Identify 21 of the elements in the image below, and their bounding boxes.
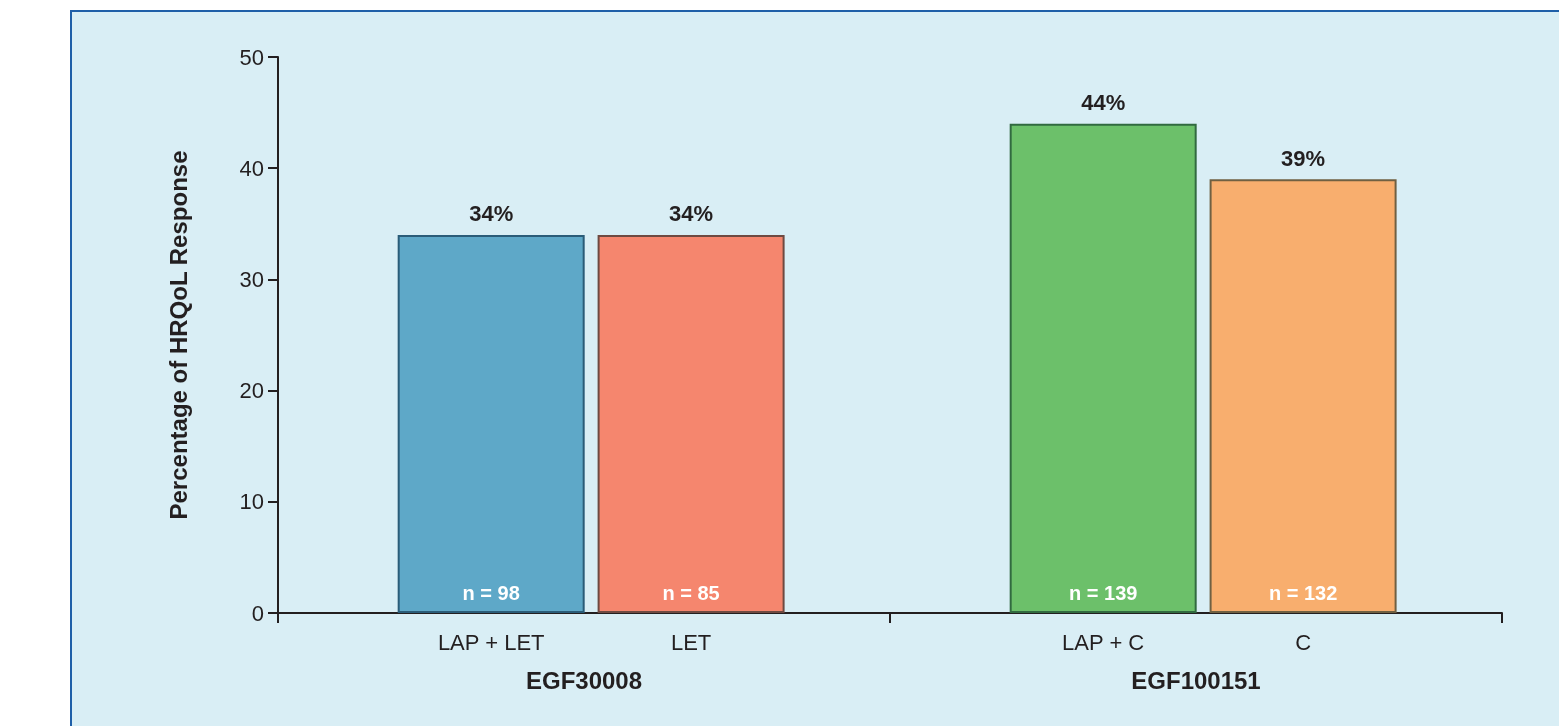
x-tick-label: LAP + C [1062,629,1145,655]
x-tick-label: LET [670,629,712,655]
annotation: n = 85 [662,582,720,604]
data-label: 34% [469,201,514,227]
x-tick-label: C [1295,629,1312,655]
y-tick-label: 30 [239,266,264,292]
annotation: n = 98 [462,582,520,604]
y-tick-label: 50 [239,44,264,70]
y-axis-title: Percentage of HRQoL Response [164,150,192,520]
y-tick-label: 40 [239,155,264,181]
data-label: 44% [1081,90,1126,116]
annotation: n = 132 [1268,582,1338,604]
data-label: 39% [1281,145,1326,171]
annotation: n = 139 [1068,582,1138,604]
text: EGF100151 [1131,666,1261,694]
text: EGF30008 [525,666,643,694]
x-tick-label: LAP + LET [437,629,545,655]
y-tick-label: 10 [239,489,264,515]
y-tick-label: 0 [251,600,264,626]
data-label: 34% [669,201,714,227]
y-tick-label: 20 [239,378,264,404]
